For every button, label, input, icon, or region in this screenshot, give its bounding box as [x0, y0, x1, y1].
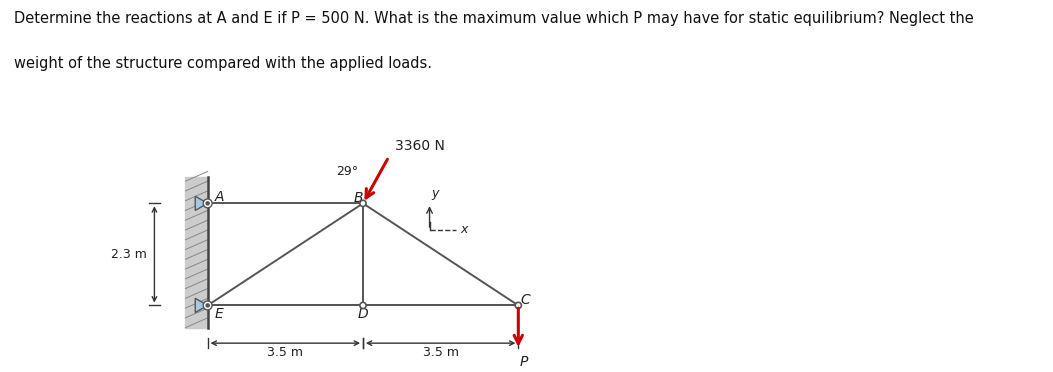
Text: P: P	[519, 355, 528, 369]
Circle shape	[515, 302, 521, 308]
Bar	[185, 177, 207, 328]
Text: 3360 N: 3360 N	[396, 139, 445, 153]
Polygon shape	[195, 298, 207, 312]
Text: E: E	[215, 307, 223, 321]
Circle shape	[360, 200, 366, 206]
Text: 3.5 m: 3.5 m	[422, 346, 459, 359]
Text: B: B	[353, 191, 362, 205]
Text: y: y	[432, 187, 439, 200]
Circle shape	[206, 202, 210, 205]
Text: 3.5 m: 3.5 m	[267, 346, 303, 359]
Text: weight of the structure compared with the applied loads.: weight of the structure compared with th…	[14, 56, 432, 71]
Circle shape	[203, 199, 212, 208]
Text: A: A	[215, 190, 224, 204]
Text: 29°: 29°	[336, 165, 358, 178]
Text: 2.3 m: 2.3 m	[111, 248, 146, 261]
Circle shape	[360, 302, 366, 308]
Circle shape	[203, 301, 212, 310]
Text: x: x	[460, 224, 468, 237]
Text: Determine the reactions at A and E if P = 500 N. What is the maximum value which: Determine the reactions at A and E if P …	[14, 11, 973, 26]
Text: C: C	[520, 293, 531, 307]
Circle shape	[206, 304, 210, 307]
Text: D: D	[358, 307, 369, 321]
Polygon shape	[195, 196, 207, 211]
